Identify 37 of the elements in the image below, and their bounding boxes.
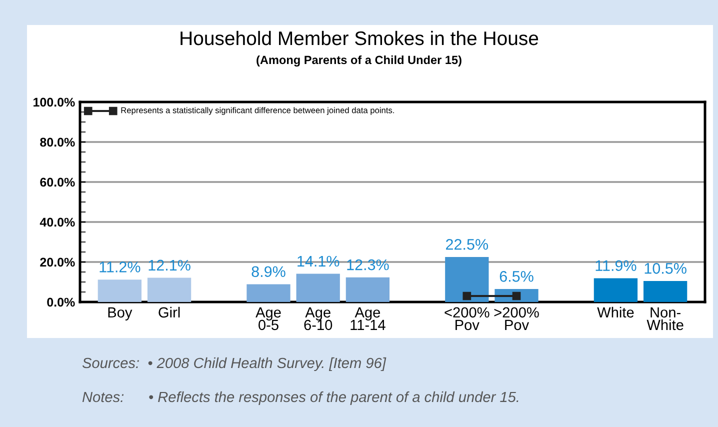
data-label: 14.1% bbox=[298, 256, 340, 267]
x-tick-label: Age 0-5 bbox=[256, 307, 281, 330]
y-tick-label: 80.0% bbox=[40, 138, 75, 147]
bar bbox=[98, 280, 142, 302]
x-tick-label: Non- White bbox=[646, 307, 684, 330]
y-tick-label: 0.0% bbox=[47, 298, 75, 307]
data-label: 22.5% bbox=[446, 238, 488, 250]
y-tick-label: 100.0% bbox=[34, 98, 75, 107]
chart-subtitle: (Among Parents of a Child Under 15) bbox=[256, 55, 462, 66]
bar bbox=[296, 274, 340, 302]
data-label: 8.9% bbox=[252, 266, 286, 278]
y-tick-label: 20.0% bbox=[40, 258, 75, 267]
bar bbox=[643, 281, 688, 302]
data-label: 11.9% bbox=[596, 260, 636, 272]
data-label: 10.5% bbox=[644, 262, 686, 274]
bar bbox=[445, 257, 489, 302]
bar bbox=[346, 277, 390, 302]
x-tick-label: <200% Pov bbox=[444, 307, 490, 330]
x-tick-label: >200% Pov bbox=[494, 307, 539, 330]
y-tick-label: 40.0% bbox=[40, 218, 75, 227]
source-note: Sources: • 2008 Child Health Survey. [Item 96] bbox=[82, 357, 386, 372]
text: Notes: • Reflects the responses of the parent of a child under 15. bbox=[82, 391, 518, 406]
data-label: 12.3% bbox=[347, 259, 389, 270]
data-label: 11.2% bbox=[100, 262, 140, 272]
x-tick-label: Boy bbox=[108, 307, 132, 320]
x-tick-label: Age 6-10 bbox=[304, 307, 332, 330]
x-tick-label: White bbox=[597, 306, 634, 318]
y-tick-label: 60.0% bbox=[40, 178, 75, 187]
bar bbox=[594, 278, 638, 302]
x-tick-label: Girl bbox=[158, 306, 180, 318]
x-tick-label: Age 11-14 bbox=[350, 307, 386, 330]
bar bbox=[147, 278, 192, 302]
data-label: 12.1% bbox=[148, 260, 190, 271]
annotation: Represents a statistically significant difference between joined data points. bbox=[121, 107, 394, 115]
data-label: 6.5% bbox=[500, 270, 534, 282]
chart-title: Household Member Smokes in the House bbox=[180, 30, 538, 46]
bar bbox=[246, 284, 290, 302]
